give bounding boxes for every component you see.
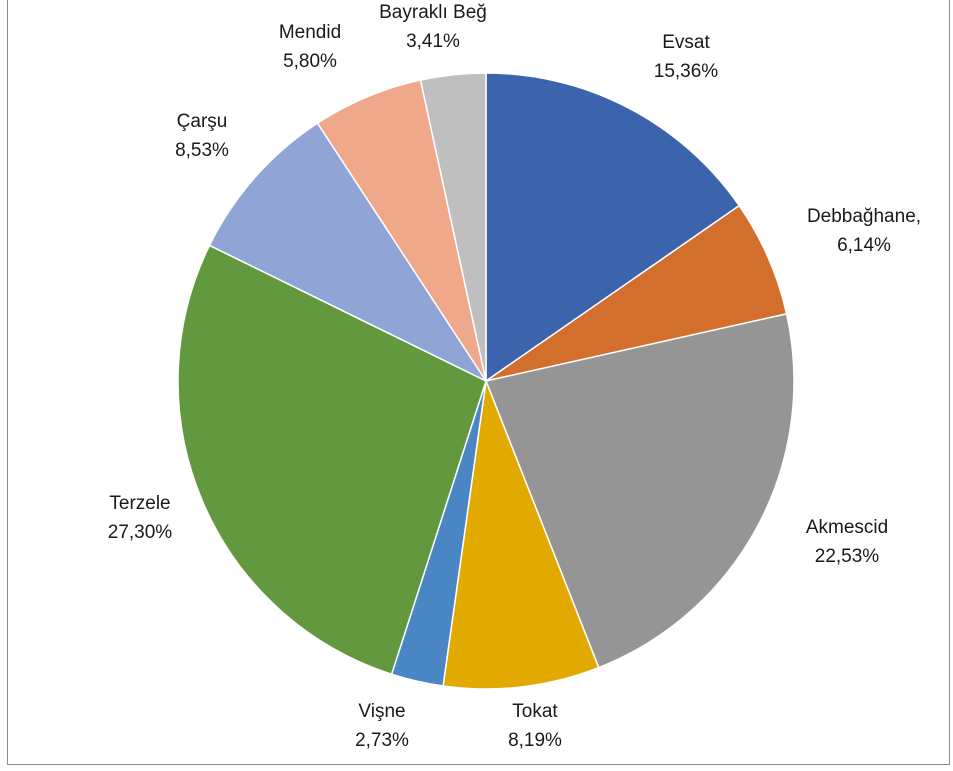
slice-percent-label: 6,14% [837,235,891,256]
pie-slice-akmescid [485,313,795,669]
slice-name-label: Vişne [358,701,405,722]
pie-slice-tokat [442,380,600,690]
slice-percent-label: 8,53% [175,140,229,161]
data-label-bayrakli-beg: Bayraklı Beğ 3,41% [379,2,487,52]
slice-name-label: Terzele [109,493,170,514]
data-label-akmescid: Akmescid 22,53% [806,517,888,567]
slice-percent-label: 8,19% [508,730,562,751]
slice-name-label: Bayraklı Beğ [379,2,487,23]
data-label-mendid: Mendid 5,80% [279,22,341,72]
slice-name-label: Evsat [662,32,710,53]
pie-slice-debbaghane [485,204,788,382]
slice-percent-label: 2,73% [355,730,409,751]
pie-slice-terzele [177,244,487,675]
slice-percent-label: 3,41% [406,31,460,52]
slice-percent-label: 22,53% [815,546,880,567]
slice-name-label: Akmescid [806,517,888,538]
slice-percent-label: 5,80% [283,51,337,72]
pie-slice-evsat [485,72,740,382]
pie-labels: Evsat 15,36% Debbağhane, 6,14% Akmescid 22,53… [108,2,921,751]
slice-name-label: Tokat [512,701,558,722]
slice-name-label: Debbağhane, [807,206,921,227]
pie-slice-carsu [208,122,487,382]
slice-percent-label: 27,30% [108,522,173,543]
data-label-tokat: Tokat 8,19% [508,701,562,751]
data-label-terzele: Terzele 27,30% [108,493,173,543]
slice-name-label: Mendid [279,22,341,43]
slice-percent-label: 15,36% [654,61,719,82]
pie-slice-bayrakli-beg [419,72,487,382]
data-label-evsat: Evsat 15,36% [654,32,719,82]
slice-name-label: Çarşu [177,111,228,132]
data-label-visne: Vişne 2,73% [355,701,409,751]
pie-slices [177,72,795,690]
data-label-debbaghane: Debbağhane, 6,14% [807,206,921,256]
data-label-carsu: Çarşu 8,53% [175,111,229,161]
